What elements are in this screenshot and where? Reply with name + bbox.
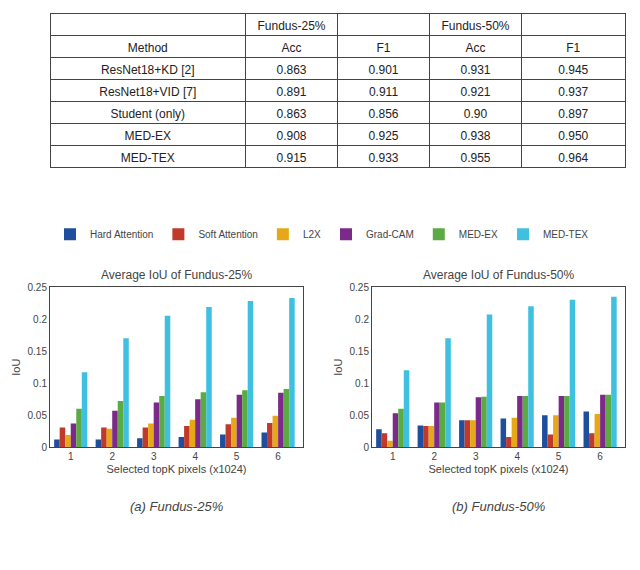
svg-text:0: 0 <box>363 442 369 453</box>
svg-text:2: 2 <box>109 451 115 462</box>
svg-text:4: 4 <box>514 451 520 462</box>
svg-text:MED-TEX: MED-TEX <box>121 151 175 165</box>
svg-text:6: 6 <box>275 451 281 462</box>
svg-text:0.931: 0.931 <box>460 63 490 77</box>
svg-text:Selected topK pixels (x1024): Selected topK pixels (x1024) <box>428 463 568 475</box>
svg-text:Method: Method <box>128 41 168 55</box>
svg-text:IoU: IoU <box>332 359 344 376</box>
svg-text:0.2: 0.2 <box>355 314 369 325</box>
svg-text:Average IoU of Fundus-50%: Average IoU of Fundus-50% <box>423 268 575 282</box>
svg-text:0.921: 0.921 <box>460 85 490 99</box>
svg-text:0.25: 0.25 <box>350 282 370 293</box>
svg-text:ResNet18+VID [7]: ResNet18+VID [7] <box>99 85 196 99</box>
svg-text:Selected topK pixels (x1024): Selected topK pixels (x1024) <box>106 463 246 475</box>
svg-text:Acc: Acc <box>281 41 301 55</box>
svg-text:0.05: 0.05 <box>350 410 370 421</box>
svg-text:0.25: 0.25 <box>28 282 48 293</box>
svg-text:0.1: 0.1 <box>355 378 369 389</box>
svg-text:0.933: 0.933 <box>368 151 398 165</box>
svg-text:F1: F1 <box>376 41 390 55</box>
svg-text:0.2: 0.2 <box>33 314 47 325</box>
svg-text:0.925: 0.925 <box>368 129 398 143</box>
svg-text:0.05: 0.05 <box>28 410 48 421</box>
svg-text:Hard Attention: Hard Attention <box>90 229 153 240</box>
svg-text:0: 0 <box>41 442 47 453</box>
svg-text:0.863: 0.863 <box>276 63 306 77</box>
svg-text:0.945: 0.945 <box>558 63 588 77</box>
svg-text:2: 2 <box>431 451 437 462</box>
svg-text:(a) Fundus-25%: (a) Fundus-25% <box>130 499 223 514</box>
svg-text:F1: F1 <box>566 41 580 55</box>
svg-text:Student (only): Student (only) <box>110 107 185 121</box>
svg-text:3: 3 <box>473 451 479 462</box>
svg-text:0.950: 0.950 <box>558 129 588 143</box>
svg-text:0.891: 0.891 <box>276 85 306 99</box>
svg-text:0.901: 0.901 <box>368 63 398 77</box>
svg-text:0.955: 0.955 <box>460 151 490 165</box>
svg-text:Average IoU of Fundus-25%: Average IoU of Fundus-25% <box>101 268 253 282</box>
svg-text:0.90: 0.90 <box>464 107 488 121</box>
svg-text:Acc: Acc <box>465 41 485 55</box>
svg-text:0.937: 0.937 <box>558 85 588 99</box>
svg-text:(b) Fundus-50%: (b) Fundus-50% <box>452 499 545 514</box>
svg-text:0.911: 0.911 <box>369 85 398 99</box>
svg-text:MED-EX: MED-EX <box>124 129 171 143</box>
svg-text:0.938: 0.938 <box>460 129 490 143</box>
svg-text:MED-TEX: MED-TEX <box>543 229 588 240</box>
svg-text:Fundus-25%: Fundus-25% <box>257 19 325 33</box>
svg-text:IoU: IoU <box>10 359 22 376</box>
svg-text:0.897: 0.897 <box>558 107 588 121</box>
svg-text:Soft Attention: Soft Attention <box>198 229 258 240</box>
svg-text:Grad-CAM: Grad-CAM <box>366 229 414 240</box>
svg-text:5: 5 <box>556 451 562 462</box>
svg-text:L2X: L2X <box>303 229 321 240</box>
svg-text:3: 3 <box>151 451 157 462</box>
svg-text:ResNet18+KD [2]: ResNet18+KD [2] <box>101 63 195 77</box>
svg-text:6: 6 <box>597 451 603 462</box>
svg-text:0.915: 0.915 <box>276 151 306 165</box>
svg-text:0.856: 0.856 <box>368 107 398 121</box>
svg-text:1: 1 <box>68 451 74 462</box>
svg-text:0.863: 0.863 <box>276 107 306 121</box>
svg-text:1: 1 <box>390 451 396 462</box>
svg-text:0.15: 0.15 <box>350 346 370 357</box>
svg-text:MED-EX: MED-EX <box>459 229 498 240</box>
svg-text:4: 4 <box>192 451 198 462</box>
svg-text:5: 5 <box>234 451 240 462</box>
svg-text:0.908: 0.908 <box>276 129 306 143</box>
svg-text:0.15: 0.15 <box>28 346 48 357</box>
svg-text:Fundus-50%: Fundus-50% <box>441 19 509 33</box>
svg-text:0.1: 0.1 <box>33 378 47 389</box>
svg-text:0.964: 0.964 <box>558 151 588 165</box>
